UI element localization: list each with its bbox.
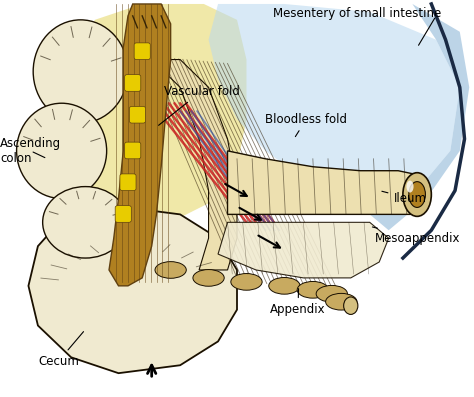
Polygon shape <box>228 151 417 214</box>
FancyBboxPatch shape <box>125 75 141 91</box>
Text: Mesoappendix: Mesoappendix <box>373 227 460 245</box>
FancyBboxPatch shape <box>115 206 131 222</box>
Text: Bloodless fold: Bloodless fold <box>265 113 347 137</box>
Polygon shape <box>66 4 246 222</box>
Polygon shape <box>218 222 389 278</box>
FancyBboxPatch shape <box>125 142 141 159</box>
Text: Cecum: Cecum <box>38 331 83 368</box>
Text: Mesentery of small intestine: Mesentery of small intestine <box>273 8 441 20</box>
Ellipse shape <box>155 262 186 278</box>
Ellipse shape <box>17 103 107 198</box>
FancyBboxPatch shape <box>134 43 150 60</box>
Ellipse shape <box>409 182 426 207</box>
Ellipse shape <box>43 187 128 258</box>
Ellipse shape <box>316 285 347 302</box>
Ellipse shape <box>231 274 262 290</box>
Polygon shape <box>370 4 469 230</box>
Polygon shape <box>209 4 460 214</box>
Ellipse shape <box>297 281 328 298</box>
FancyBboxPatch shape <box>120 174 136 191</box>
Ellipse shape <box>403 173 431 216</box>
Ellipse shape <box>344 297 358 314</box>
Ellipse shape <box>33 20 128 123</box>
Text: Vascular fold: Vascular fold <box>159 85 239 125</box>
Ellipse shape <box>406 181 413 193</box>
Polygon shape <box>28 206 237 373</box>
Ellipse shape <box>326 293 357 310</box>
Text: Appendix: Appendix <box>270 289 326 316</box>
Polygon shape <box>152 60 237 270</box>
FancyBboxPatch shape <box>129 106 146 123</box>
Text: Ileum: Ileum <box>382 191 427 205</box>
Text: Ascending
colon: Ascending colon <box>0 137 61 165</box>
Ellipse shape <box>269 278 300 294</box>
Ellipse shape <box>193 270 224 286</box>
Polygon shape <box>109 4 171 286</box>
